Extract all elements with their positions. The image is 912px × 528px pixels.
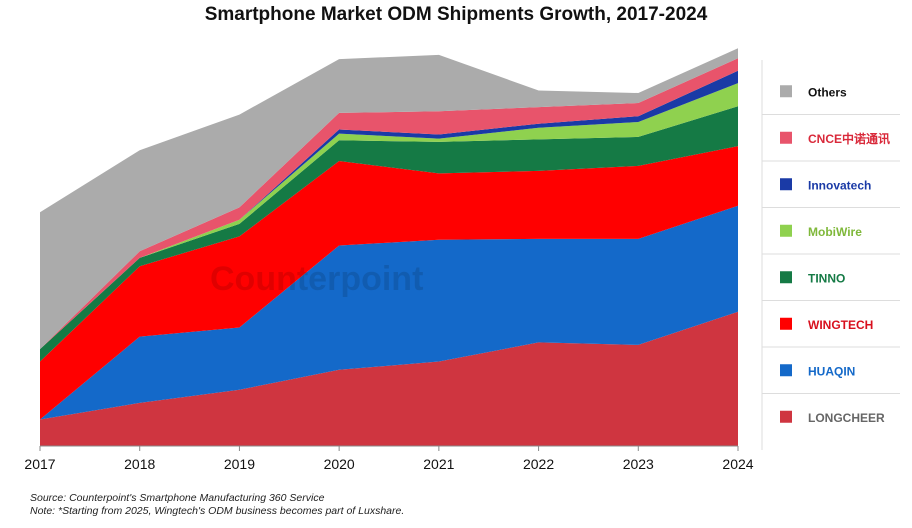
area-mobiwire	[40, 83, 738, 350]
x-tick-label: 2017	[24, 456, 55, 472]
legend-label-mobiwire: MobiWire	[808, 225, 862, 239]
area-others	[40, 48, 738, 350]
area-layers	[40, 48, 738, 446]
legend-swatch-mobiwire	[780, 224, 792, 237]
legend-swatch-cnce	[780, 131, 792, 144]
area-cnce	[40, 58, 738, 350]
legend-label-others: Others	[808, 85, 847, 99]
counterpoint-watermark: Counterpoint	[210, 260, 423, 298]
legend-label-huaqin: HUAQIN	[808, 364, 855, 378]
chart-title: Smartphone Market ODM Shipments Growth, …	[204, 4, 708, 25]
legend: Others CNCE中诺通讯 Innovatech MobiWire TINNO WIN…	[761, 60, 900, 450]
legend-swatch-others	[780, 85, 792, 98]
legend-swatch-innovatech	[780, 178, 792, 191]
source-note: Source: Counterpoint's Smartphone Manufa…	[30, 492, 325, 504]
legend-label-wingtech: WINGTECH	[808, 318, 873, 332]
area-longcheer	[40, 311, 738, 446]
x-tick-label: 2023	[623, 456, 654, 472]
legend-label-innovatech: Innovatech	[808, 178, 871, 192]
legend-swatch-tinno	[780, 271, 792, 284]
x-tick-label: 2022	[523, 456, 554, 472]
x-tick-label: 2024	[722, 456, 753, 472]
area-huaqin	[40, 205, 738, 420]
area-wingtech	[40, 146, 738, 420]
legend-label-longcheer: LONGCHEER	[808, 411, 885, 425]
area-tinno	[40, 106, 738, 362]
legend-swatch-wingtech	[780, 317, 792, 330]
legend-swatch-huaqin	[780, 364, 792, 377]
x-axis-ticks: 2017 2018 2019 2020 2021 2022 2023 2024	[24, 446, 754, 472]
x-tick-label: 2019	[224, 456, 255, 472]
legend-label-tinno: TINNO	[808, 271, 845, 285]
footnote: Note: *Starting from 2025, Wingtech's OD…	[30, 505, 405, 517]
legend-swatch-longcheer	[780, 410, 792, 423]
x-tick-label: 2020	[324, 456, 355, 472]
legend-label-cnce: CNCE中诺通讯	[808, 131, 890, 146]
x-tick-label: 2018	[124, 456, 155, 472]
x-tick-label: 2021	[423, 456, 454, 472]
